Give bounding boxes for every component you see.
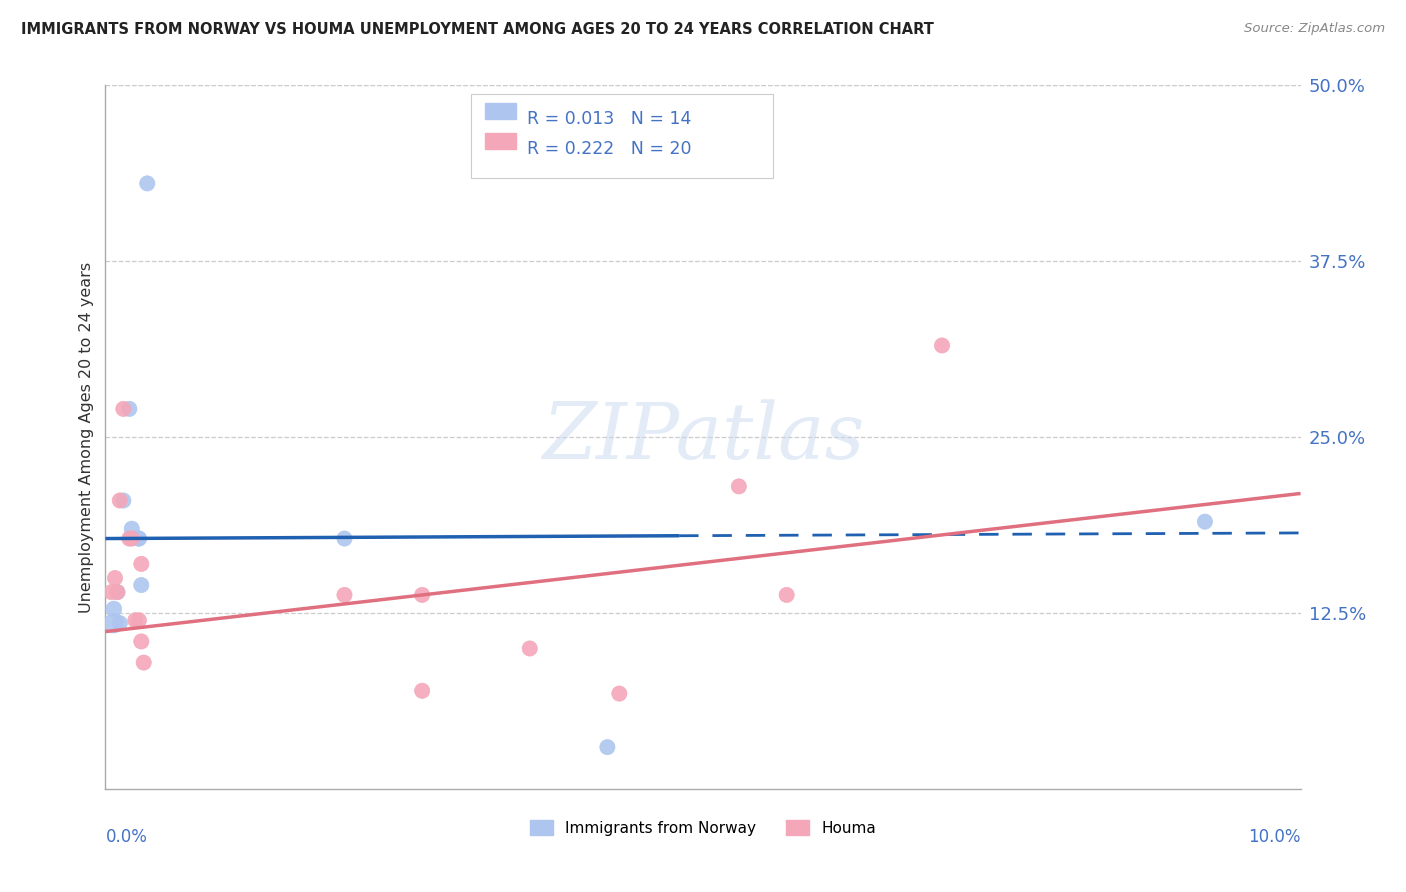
Point xyxy=(129,557,153,571)
Point xyxy=(129,634,153,648)
Point xyxy=(128,532,150,546)
Text: IMMIGRANTS FROM NORWAY VS HOUMA UNEMPLOYMENT AMONG AGES 20 TO 24 YEARS CORRELATI: IMMIGRANTS FROM NORWAY VS HOUMA UNEMPLOY… xyxy=(21,22,934,37)
Text: R = 0.222   N = 20: R = 0.222 N = 20 xyxy=(527,140,692,158)
Point xyxy=(931,338,953,352)
Text: R = 0.013   N = 14: R = 0.013 N = 14 xyxy=(527,110,692,128)
Point xyxy=(411,683,433,698)
Legend: Immigrants from Norway, Houma: Immigrants from Norway, Houma xyxy=(523,814,883,842)
Point xyxy=(107,585,129,599)
Text: 0.0%: 0.0% xyxy=(105,828,148,847)
Point xyxy=(118,401,141,416)
Point xyxy=(118,532,141,546)
Point xyxy=(128,532,150,546)
Point xyxy=(104,571,127,585)
Point xyxy=(108,493,131,508)
Point xyxy=(100,585,122,599)
Point xyxy=(129,578,153,592)
Point xyxy=(136,177,159,191)
Point xyxy=(596,740,619,755)
Point xyxy=(124,613,146,627)
Point xyxy=(607,687,630,701)
Point xyxy=(121,532,143,546)
Point xyxy=(103,602,125,616)
Point xyxy=(132,656,155,670)
Point xyxy=(728,479,751,493)
Point xyxy=(776,588,799,602)
Point xyxy=(121,522,143,536)
Text: 10.0%: 10.0% xyxy=(1249,828,1301,847)
Point xyxy=(333,588,356,602)
Point xyxy=(1194,515,1216,529)
Point xyxy=(108,616,131,631)
Point xyxy=(112,401,135,416)
Point xyxy=(519,641,541,656)
Text: Source: ZipAtlas.com: Source: ZipAtlas.com xyxy=(1244,22,1385,36)
Point xyxy=(107,585,129,599)
Point xyxy=(112,493,135,508)
Point xyxy=(333,532,356,546)
Point xyxy=(103,616,125,631)
Y-axis label: Unemployment Among Ages 20 to 24 years: Unemployment Among Ages 20 to 24 years xyxy=(79,261,94,613)
Text: ZIPatlas: ZIPatlas xyxy=(541,399,865,475)
Point xyxy=(128,613,150,627)
Point xyxy=(411,588,433,602)
